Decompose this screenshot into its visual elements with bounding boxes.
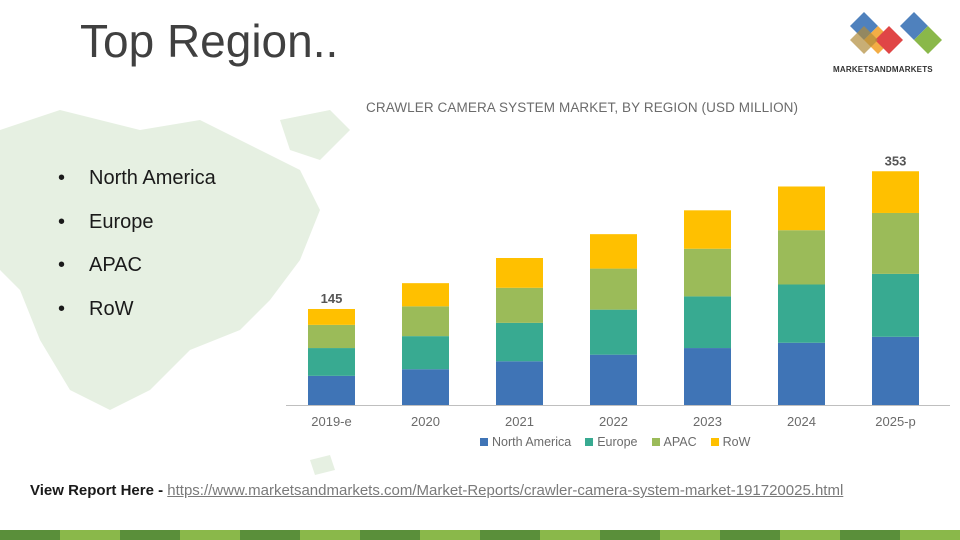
bar-segment-north-america bbox=[496, 361, 543, 405]
x-tick-label: 2020 bbox=[411, 414, 440, 429]
legend-item: North America bbox=[480, 435, 571, 449]
legend-item: RoW bbox=[710, 435, 751, 449]
chart-legend: North America Europe APAC RoW bbox=[480, 435, 750, 449]
x-tick-label: 2022 bbox=[599, 414, 628, 429]
bar-segment-apac bbox=[496, 287, 543, 323]
bar-segment-row bbox=[496, 258, 543, 288]
x-tick-label: 2024 bbox=[787, 414, 816, 429]
legend-swatch bbox=[585, 438, 594, 446]
strip-segment bbox=[300, 530, 360, 540]
bar-segment-europe bbox=[402, 336, 449, 370]
bullet-item: • North America bbox=[58, 167, 216, 189]
strip-segment bbox=[420, 530, 480, 540]
legend-label: RoW bbox=[722, 435, 751, 449]
strip-segment bbox=[720, 530, 780, 540]
slide-title: Top Region.. bbox=[80, 15, 339, 67]
x-tick-label: 2019-e bbox=[311, 414, 351, 429]
legend-swatch bbox=[651, 438, 660, 446]
footer-color-strip bbox=[0, 530, 960, 540]
legend-swatch bbox=[480, 438, 488, 446]
bullet-item: • APAC bbox=[58, 254, 142, 276]
chart-title: CRAWLER CAMERA SYSTEM MARKET, BY REGION … bbox=[366, 100, 799, 115]
legend-swatch bbox=[710, 438, 719, 446]
x-tick-label: 2025-p bbox=[875, 414, 915, 429]
bar-total-label: 145 bbox=[321, 291, 343, 306]
map-small-island-shape bbox=[310, 455, 335, 475]
bullet-label: Europe bbox=[89, 210, 154, 233]
bullet-label: North America bbox=[89, 167, 216, 189]
strip-segment bbox=[900, 530, 960, 540]
logo-diamond-green bbox=[914, 26, 942, 54]
bar-segment-row bbox=[590, 234, 637, 269]
region-bullet-list: • North America • Europe • APAC • RoW bbox=[58, 160, 216, 334]
bar-segment-north-america bbox=[684, 348, 731, 405]
strip-segment bbox=[540, 530, 600, 540]
legend-item: Europe bbox=[585, 435, 638, 449]
bar-segment-apac bbox=[590, 268, 637, 310]
bar-segment-north-america bbox=[308, 375, 355, 405]
marketsandmarkets-logo bbox=[850, 12, 942, 54]
bar-segment-apac bbox=[402, 306, 449, 337]
bar-segment-apac bbox=[778, 230, 825, 285]
report-link-label: View Report Here - bbox=[30, 482, 168, 499]
bar-segment-row bbox=[402, 283, 449, 307]
bar-total-label: 353 bbox=[885, 153, 907, 168]
strip-segment bbox=[60, 530, 120, 540]
bar-segment-europe bbox=[684, 296, 731, 349]
bar-segment-north-america bbox=[402, 369, 449, 405]
strip-segment bbox=[780, 530, 840, 540]
bullet-label: RoW bbox=[89, 297, 134, 320]
x-tick-label: 2023 bbox=[693, 414, 722, 429]
bullet-label: APAC bbox=[89, 254, 142, 276]
bar-segment-apac bbox=[308, 324, 355, 349]
report-link-block: View Report Here - https://www.marketsan… bbox=[30, 480, 940, 502]
strip-segment bbox=[360, 530, 420, 540]
bar-segment-europe bbox=[872, 273, 919, 337]
legend-label: APAC bbox=[663, 435, 697, 449]
bar-segment-row bbox=[872, 171, 919, 213]
bar-segment-row bbox=[684, 210, 731, 249]
logo-diamond-red bbox=[875, 26, 903, 54]
strip-segment bbox=[840, 530, 900, 540]
bar-segment-europe bbox=[308, 348, 355, 376]
logo-text: MARKETSANDMARKETS bbox=[833, 65, 933, 74]
legend-label: Europe bbox=[597, 435, 638, 449]
stacked-bar-chart: 2019-e 145 2020 2021 2022 2023 2024 2025-p 353 bbox=[286, 153, 950, 429]
legend-label: North America bbox=[492, 435, 572, 449]
strip-segment bbox=[240, 530, 300, 540]
strip-segment bbox=[480, 530, 540, 540]
strip-segment bbox=[180, 530, 240, 540]
bullet-item: • Europe bbox=[58, 210, 154, 233]
bar-segment-north-america bbox=[778, 342, 825, 405]
legend-item: APAC bbox=[651, 435, 697, 449]
bar-segment-apac bbox=[872, 212, 919, 274]
bar-segment-row bbox=[308, 308, 355, 325]
bar-segment-europe bbox=[778, 284, 825, 343]
strip-segment bbox=[660, 530, 720, 540]
bar-segment-north-america bbox=[872, 336, 919, 405]
world-map-background bbox=[0, 110, 350, 475]
strip-segment bbox=[120, 530, 180, 540]
bar-segment-europe bbox=[496, 322, 543, 362]
strip-segment bbox=[600, 530, 660, 540]
bar-segment-europe bbox=[590, 309, 637, 355]
map-greenland-shape bbox=[280, 110, 350, 160]
bar-segment-apac bbox=[684, 248, 731, 297]
bar-segment-row bbox=[778, 186, 825, 231]
map-north-america-shape bbox=[0, 110, 320, 410]
report-link[interactable]: https://www.marketsandmarkets.com/Market… bbox=[167, 482, 844, 499]
x-tick-label: 2021 bbox=[505, 414, 534, 429]
bullet-item: • RoW bbox=[58, 297, 134, 320]
logo-diamond-olive bbox=[850, 26, 878, 54]
strip-segment bbox=[0, 530, 60, 540]
bar-segment-north-america bbox=[590, 354, 637, 405]
